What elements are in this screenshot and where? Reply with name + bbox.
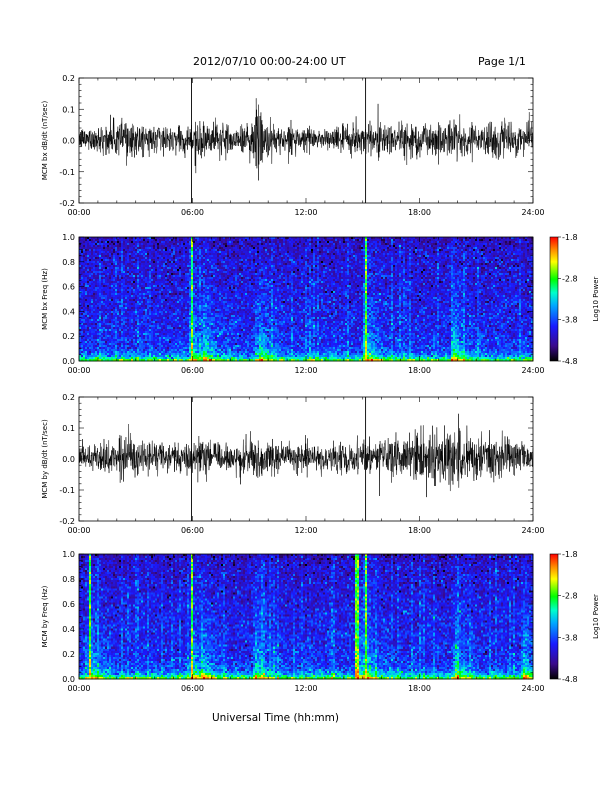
colorbar-tick-label: -2.8 — [562, 274, 578, 283]
y-tick-label: 0.1 — [62, 424, 75, 433]
x-tick-label: 12:00 — [294, 366, 317, 375]
x-axis-label: Universal Time (hh:mm) — [212, 712, 339, 724]
y-tick-label: 0.1 — [62, 105, 75, 114]
colorbar — [549, 553, 559, 680]
x-tick-label: 12:00 — [294, 208, 317, 217]
page-title: 2012/07/10 00:00-24:00 UT — [193, 55, 346, 68]
y-tick-label: 0.4 — [62, 625, 75, 634]
y-tick-label: 1.0 — [62, 233, 75, 242]
x-tick-label: 12:00 — [294, 526, 317, 535]
y-tick-label: -0.2 — [59, 199, 75, 208]
y-axis-label: MCM by dB/dt (nT/sec) — [41, 419, 49, 499]
series-line — [78, 98, 534, 181]
panel-by-timeseries: 00:00 06:00 12:00 18:00 24:00 0.2 0.1 0.0 -0.1 -0… — [41, 393, 545, 535]
panel-bx-spectrogram: 00:00 06:00 12:00 18:00 24:00 1.0 0.8 0.6 0.4 0.2… — [41, 233, 600, 375]
x-tick-label: 24:00 — [521, 208, 544, 217]
y-tick-label: -0.1 — [59, 486, 75, 495]
series-line — [78, 413, 534, 498]
y-tick-label: 0.2 — [62, 74, 75, 83]
spectrogram-cells — [79, 237, 534, 362]
y-tick-label: 0.0 — [62, 675, 75, 684]
x-tick-label: 18:00 — [408, 526, 431, 535]
y-tick-label: 0.8 — [62, 258, 75, 267]
spectrogram-cells — [79, 554, 534, 680]
x-tick-label: 00:00 — [67, 526, 90, 535]
y-tick-label: 0.6 — [62, 283, 75, 292]
x-tick-label: 06:00 — [181, 526, 204, 535]
colorbar-tick-label: -1.8 — [562, 233, 578, 242]
x-tick-label: 12:00 — [294, 684, 317, 693]
colorbar-tick-label: -4.8 — [562, 357, 578, 366]
y-tick-label: 0.0 — [62, 137, 75, 146]
y-tick-label: 0.6 — [62, 600, 75, 609]
panel-bx-timeseries: 00:00 06:00 12:00 18:00 24:00 0.2 0.1 0.0 -0.1 -0… — [41, 74, 545, 217]
y-tick-label: 0.4 — [62, 307, 75, 316]
colorbar — [549, 236, 559, 362]
y-tick-label: 0.2 — [62, 332, 75, 341]
x-tick-label: 00:00 — [67, 684, 90, 693]
page-number: Page 1/1 — [478, 55, 526, 68]
x-tick-label: 24:00 — [521, 526, 544, 535]
y-axis-label: MCM bx dB/dt (nT/sec) — [41, 101, 49, 181]
y-tick-label: 0.2 — [62, 650, 75, 659]
x-tick-label: 18:00 — [408, 366, 431, 375]
x-tick-label: 06:00 — [181, 366, 204, 375]
x-tick-label: 18:00 — [408, 208, 431, 217]
x-tick-label: 00:00 — [67, 208, 90, 217]
colorbar-tick-label: -2.8 — [562, 592, 578, 601]
x-tick-label: 06:00 — [181, 684, 204, 693]
panel-by-spectrogram: 00:00 06:00 12:00 18:00 24:00 1.0 0.8 0.6 0.4 0.2… — [41, 550, 600, 693]
x-tick-label: 24:00 — [521, 684, 544, 693]
y-tick-label: 0.0 — [62, 357, 75, 366]
colorbar-label: Log10 Power — [592, 594, 600, 639]
y-tick-label: 0.0 — [62, 455, 75, 464]
x-tick-label: 00:00 — [67, 366, 90, 375]
x-tick-label: 18:00 — [408, 684, 431, 693]
y-tick-label: 1.0 — [62, 550, 75, 559]
colorbar-tick-label: -3.8 — [562, 633, 578, 642]
x-tick-label: 24:00 — [521, 366, 544, 375]
x-tick-label: 06:00 — [181, 208, 204, 217]
colorbar-tick-label: -1.8 — [562, 550, 578, 559]
colorbar-tick-label: -4.8 — [562, 675, 578, 684]
y-tick-label: 0.2 — [62, 393, 75, 402]
colorbar-tick-label: -3.8 — [562, 316, 578, 325]
y-tick-label: -0.1 — [59, 168, 75, 177]
y-axis-label: MCM by Freq (Hz) — [41, 585, 49, 647]
y-tick-label: 0.8 — [62, 575, 75, 584]
y-axis-label: MCM bx Freq (Hz) — [41, 268, 49, 330]
colorbar-label: Log10 Power — [592, 276, 600, 321]
y-tick-label: -0.2 — [59, 517, 75, 526]
